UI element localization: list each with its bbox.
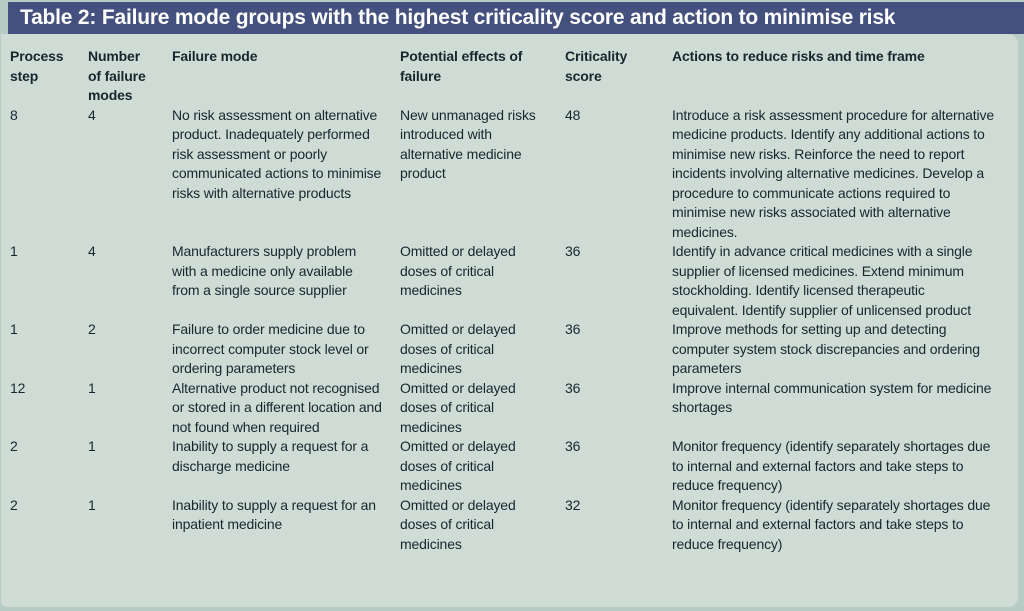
cell-criticality-score: 36 bbox=[565, 438, 581, 454]
column-header-process-step: Process step bbox=[10, 48, 64, 84]
cell-number-of-failure-modes: 4 bbox=[88, 106, 96, 123]
table-row: 12 1 Alternative product not recognised or… bbox=[10, 379, 1012, 438]
cell-potential-effects: New unmanaged risks introduced with alte… bbox=[400, 106, 536, 182]
cell-actions: Introduce a risk assessment procedure fo… bbox=[672, 106, 994, 240]
table-body: 8 4 No risk assessment on alternative prod… bbox=[10, 106, 1012, 555]
column-header-number-of-failure-modes: Number of failure modes bbox=[88, 48, 146, 103]
cell-criticality-score: 32 bbox=[565, 496, 581, 513]
table-row: 8 4 No risk assessment on alternative prod… bbox=[10, 106, 1012, 243]
cell-process-step: 2 bbox=[10, 438, 18, 454]
cell-number-of-failure-modes: 4 bbox=[88, 243, 96, 259]
cell-potential-effects: Omitted or delayed doses of critical med… bbox=[400, 321, 516, 376]
table-row: 1 4 Manufacturers supply problem with a me… bbox=[10, 242, 1012, 320]
cell-potential-effects: Omitted or delayed doses of critical med… bbox=[400, 496, 516, 552]
cell-actions: Monitor frequency (identify separately s… bbox=[672, 496, 991, 552]
cell-actions: Improve internal communication system fo… bbox=[672, 379, 992, 416]
cell-failure-mode: Inability to supply a request for a disc… bbox=[172, 438, 369, 474]
table-row: 2 1 Inability to supply a request for a di… bbox=[10, 437, 1012, 496]
table-title-bar: Table 2: Failure mode groups with the hi… bbox=[8, 2, 1024, 34]
cell-criticality-score: 36 bbox=[565, 243, 581, 259]
cell-failure-mode: Manufacturers supply problem with a medi… bbox=[172, 243, 357, 298]
cell-failure-mode: Alternative product not recognised or st… bbox=[172, 379, 382, 435]
column-header-criticality-score: Criticality score bbox=[565, 48, 628, 84]
cell-criticality-score: 36 bbox=[565, 379, 581, 396]
column-header-potential-effects: Potential effects of failure bbox=[400, 48, 523, 84]
column-header-failure-mode: Failure mode bbox=[172, 48, 258, 64]
cell-process-step: 1 bbox=[10, 243, 18, 259]
table-row: 1 2 Failure to order medicine due to incor… bbox=[10, 320, 1012, 379]
cell-number-of-failure-modes: 1 bbox=[88, 438, 96, 454]
cell-potential-effects: Omitted or delayed doses of critical med… bbox=[400, 243, 516, 298]
cell-actions: Identify in advance critical medicines w… bbox=[672, 243, 973, 318]
cell-criticality-score: 48 bbox=[565, 106, 581, 123]
cell-process-step: 12 bbox=[10, 379, 26, 396]
cell-failure-mode: Failure to order medicine due to incorre… bbox=[172, 321, 369, 376]
cell-process-step: 2 bbox=[10, 496, 18, 513]
cell-actions: Monitor frequency (identify separately s… bbox=[672, 438, 991, 493]
cell-criticality-score: 36 bbox=[565, 321, 581, 337]
cell-number-of-failure-modes: 2 bbox=[88, 321, 96, 337]
cell-number-of-failure-modes: 1 bbox=[88, 496, 96, 513]
cell-failure-mode: Inability to supply a request for an inp… bbox=[172, 496, 376, 533]
cell-potential-effects: Omitted or delayed doses of critical med… bbox=[400, 438, 516, 493]
cell-number-of-failure-modes: 1 bbox=[88, 379, 96, 396]
cell-potential-effects: Omitted or delayed doses of critical med… bbox=[400, 379, 516, 435]
table-panel: Process step Number of failure modes Failu… bbox=[1, 34, 1018, 607]
table-header-row: Process step Number of failure modes Failu… bbox=[10, 47, 1012, 106]
table-row: 2 1 Inability to supply a request for an i… bbox=[10, 496, 1012, 555]
failure-mode-table: Process step Number of failure modes Failu… bbox=[10, 47, 1012, 554]
cell-failure-mode: No risk assessment on alternative produc… bbox=[172, 106, 382, 201]
cell-process-step: 8 bbox=[10, 106, 18, 123]
table-title: Table 2: Failure mode groups with the hi… bbox=[20, 6, 896, 29]
cell-actions: Improve methods for setting up and detec… bbox=[672, 321, 980, 376]
cell-process-step: 1 bbox=[10, 321, 18, 337]
column-header-actions: Actions to reduce risks and time frame bbox=[672, 48, 925, 64]
